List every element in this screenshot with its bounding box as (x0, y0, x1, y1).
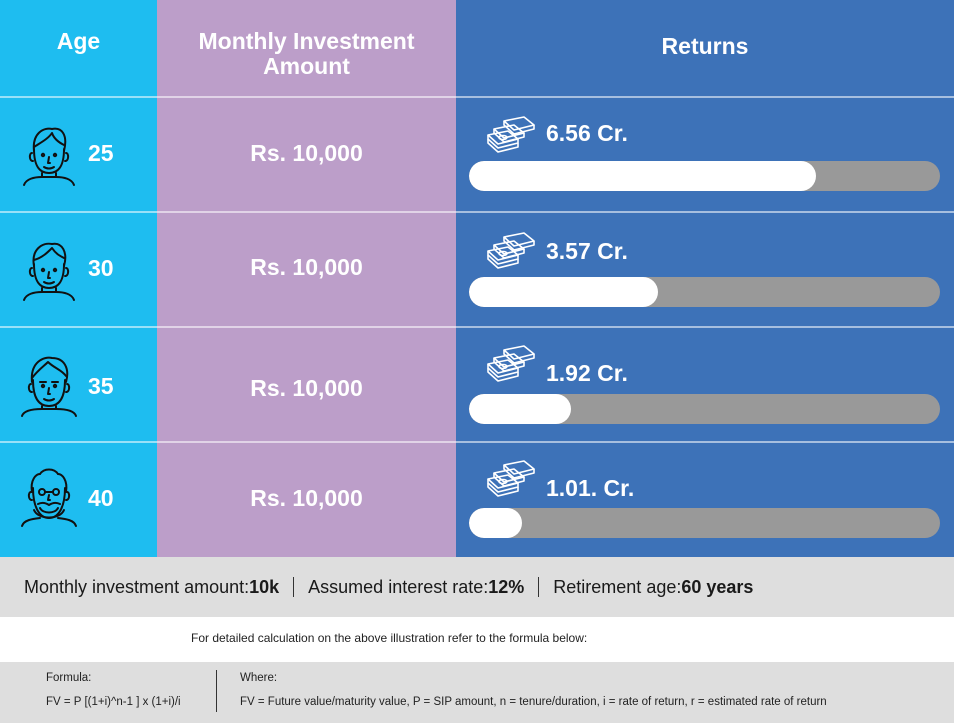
where-label: Where: (240, 672, 278, 684)
investment-header: Monthly Investment Amount (157, 29, 456, 79)
returns-bar (469, 508, 523, 538)
returns-bar (469, 394, 571, 424)
age-value: 40 (88, 485, 114, 511)
investment-value: Rs. 10,000 (250, 140, 363, 166)
returns-bar-track (469, 394, 940, 424)
age-value: 25 (88, 140, 114, 166)
money-stack-icon (487, 460, 535, 497)
returns-value: 6.56 Cr. (546, 120, 628, 146)
returns-value: 3.57 Cr. (546, 238, 628, 264)
retirement-age-label: Retirement age: (553, 576, 682, 597)
assumptions-summary: Monthly investment amount: 10k Assumed i… (0, 557, 954, 617)
money-stack-icon (487, 232, 535, 269)
returns-bar-track (469, 277, 940, 307)
person-face-icon (21, 356, 77, 417)
investment-header-line1: Monthly Investment (198, 28, 415, 54)
returns-bar-track (469, 161, 940, 191)
row-divider (0, 326, 954, 328)
row-divider (0, 211, 954, 213)
money-stack-icon (487, 345, 535, 382)
formula-divider (216, 670, 217, 712)
returns-value: 1.92 Cr. (546, 360, 628, 386)
returns-header: Returns (661, 33, 749, 59)
age-value: 35 (88, 373, 114, 399)
age-column (0, 0, 157, 557)
age-header: Age (56, 28, 101, 54)
returns-table: Age Monthly Investment Amount Returns 25… (0, 0, 954, 557)
person-face-icon (23, 127, 75, 186)
person-face-icon (23, 242, 75, 301)
investment-amount-value: 10k (249, 576, 280, 597)
investment-value: Rs. 10,000 (250, 254, 363, 280)
investment-amount-label: Monthly investment amount: (24, 576, 250, 597)
money-stack-icon (487, 116, 535, 153)
returns-bar (469, 161, 817, 191)
returns-bar (469, 277, 658, 307)
age-value: 30 (88, 255, 114, 281)
investment-value: Rs. 10,000 (250, 485, 363, 511)
investment-value: Rs. 10,000 (250, 375, 363, 401)
returns-bar-track (469, 508, 940, 538)
returns-value: 1.01. Cr. (546, 475, 635, 501)
summary-separator (293, 577, 295, 597)
interest-rate-label: Assumed interest rate: (308, 576, 489, 597)
interest-rate-value: 12% (488, 576, 525, 597)
investment-header-line2: Amount (263, 53, 350, 79)
formula-equation: FV = P [(1+i)^n-1 ] x (1+i)/i (46, 696, 181, 708)
summary-separator (538, 577, 540, 597)
row-divider (0, 441, 954, 443)
formula-box: Formula: FV = P [(1+i)^n-1 ] x (1+i)/i W… (0, 662, 954, 723)
where-text: FV = Future value/maturity value, P = SI… (240, 696, 827, 708)
retirement-age-value: 60 years (681, 576, 754, 597)
calculation-note: For detailed calculation on the above il… (191, 631, 588, 645)
person-face-icon (21, 468, 77, 527)
investment-column (157, 0, 456, 557)
formula-label: Formula: (46, 672, 92, 684)
row-divider (0, 96, 954, 98)
